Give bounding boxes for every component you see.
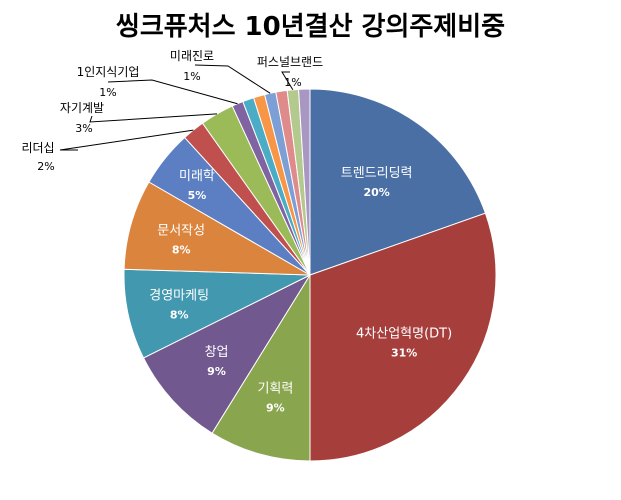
pie-slice-15	[298, 88, 311, 276]
slice-label: 4차산업혁명(DT)	[356, 327, 452, 342]
slice-percent-label: 1%	[99, 86, 116, 99]
slice-label: 경영마케팅	[149, 289, 209, 304]
slice-percent-label: 8%	[172, 243, 191, 256]
slice-percent-label: 9%	[207, 365, 226, 378]
slice-percent-label: 1%	[183, 70, 200, 83]
pie-slice-4차산업혁명(DT)	[309, 212, 497, 462]
leader-line	[59, 129, 194, 151]
leader-line	[89, 113, 218, 123]
slice-label: 기획력	[257, 382, 293, 397]
slice-percent-label: 8%	[170, 309, 189, 322]
slice-label: 트렌드리딩력	[341, 166, 413, 181]
slice-label: 리더십	[21, 141, 54, 155]
slice-percent-label: 5%	[188, 189, 207, 202]
pie-slice-경영마케팅	[123, 268, 311, 359]
slice-percent-label: 2%	[37, 160, 54, 173]
slice-label: 창업	[205, 345, 229, 360]
slice-label: 문서작성	[157, 223, 205, 238]
slice-label: 미래학	[179, 169, 215, 184]
slice-percent-label: 3%	[75, 122, 92, 135]
pie-slice-창업	[142, 273, 312, 434]
slice-label: 1인지식기업	[77, 65, 140, 79]
slice-percent-label: 9%	[266, 402, 285, 415]
slice-percent-label: 20%	[363, 186, 389, 199]
pie-slice-기획력	[211, 273, 311, 462]
slice-label: 퍼스널브랜드	[257, 55, 323, 69]
leader-line	[281, 71, 294, 91]
pie-slice-문서작성	[123, 181, 311, 276]
slice-label: 미래진로	[170, 49, 214, 63]
leader-line	[107, 79, 238, 105]
leader-line	[194, 64, 271, 94]
slice-percent-label: 1%	[284, 76, 301, 89]
slice-percent-label: 31%	[391, 347, 417, 360]
slice-label: 자기계발	[60, 101, 104, 115]
chart-title: 씽크퓨처스 10년결산 강의주제비중	[115, 12, 506, 42]
